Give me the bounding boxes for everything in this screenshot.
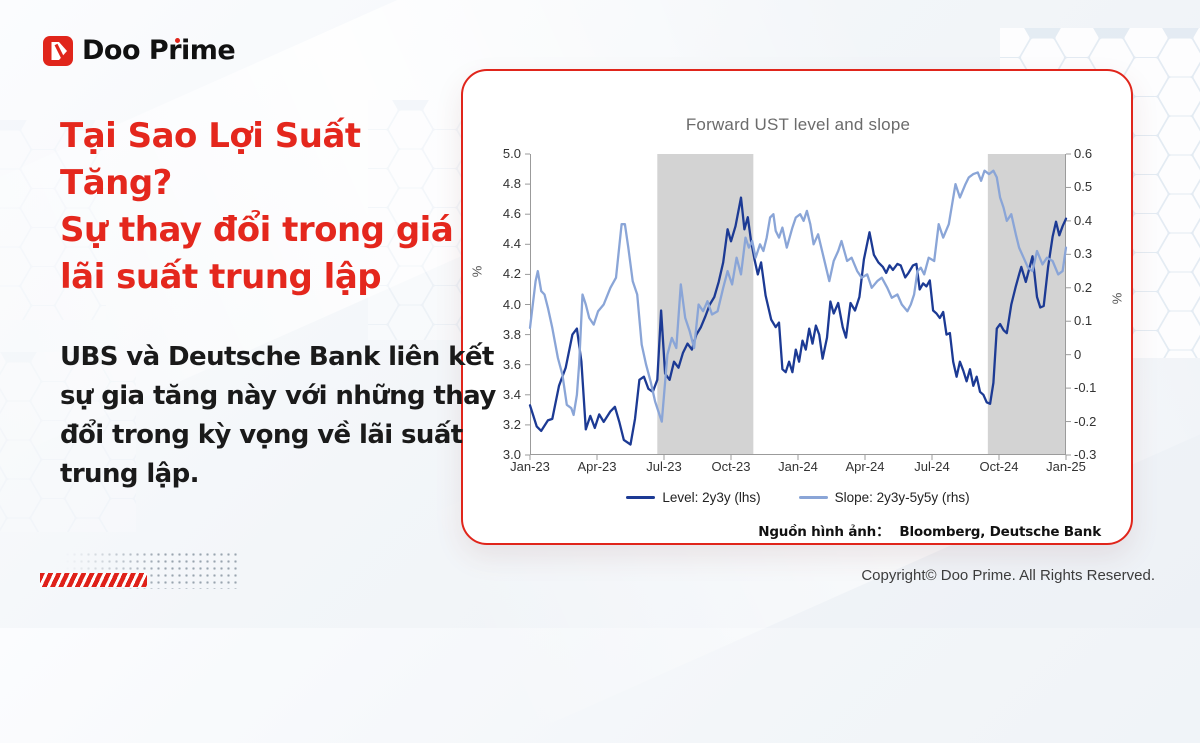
legend-swatch <box>626 496 656 499</box>
y-tick-label: -0.1 <box>1074 380 1097 396</box>
headline: Tại Sao Lợi Suất Tăng? Sự thay đổi trong… <box>60 113 480 301</box>
legend-item-level: Level: 2y3y (lhs) <box>626 490 761 505</box>
x-axis-tick-labels: Jan-23 Apr-23 Jul-23 Oct-23 Jan-24 Apr-24 Jul-… <box>510 459 1086 479</box>
y-tick-label: 0.3 <box>1074 246 1093 262</box>
y-tick-label: 0 <box>1074 346 1082 362</box>
headline-line-2: Sự thay đổi trong giá lãi suất trung lập <box>60 210 454 297</box>
chart-legend: Level: 2y3y (lhs) Slope: 2y3y-5y5y (rhs) <box>530 490 1066 505</box>
legend-swatch <box>798 496 828 499</box>
source-value: Bloomberg, Deutsche Bank <box>899 524 1101 540</box>
legend-label: Slope: 2y3y-5y5y (rhs) <box>834 490 970 505</box>
y-tick-label: 0.5 <box>1074 179 1093 195</box>
y-tick-label: 0.2 <box>1074 279 1093 295</box>
y-axis-right-tick-labels: 0.6 0.5 0.4 0.3 0.2 0.1 0 -0.1 -0.2 -0.3 <box>1074 146 1118 462</box>
chart-plot-area <box>525 153 1071 460</box>
logo-text: Doo Prime <box>82 34 236 66</box>
copyright-text: Copyright© Doo Prime. All Rights Reserve… <box>861 567 1155 584</box>
honeycomb-decoration-bottom-left <box>0 352 136 532</box>
x-tick-label: Jan-24 <box>778 459 818 474</box>
y-tick-label: 5.0 <box>502 146 521 161</box>
x-tick-label: Jan-25 <box>1046 459 1086 474</box>
legend-label: Level: 2y3y (lhs) <box>662 490 761 505</box>
x-tick-label: Apr-24 <box>845 459 885 474</box>
y-tick-label: 4.8 <box>502 176 521 192</box>
source-label: Nguồn hình ảnh： <box>758 524 890 540</box>
doo-prime-logo-icon <box>43 36 73 66</box>
y-tick-label: 4.4 <box>502 236 521 252</box>
y-tick-label: -0.2 <box>1074 413 1097 429</box>
x-tick-label: Jul-23 <box>646 459 682 474</box>
source-credit: Nguồn hình ảnh： Bloomberg, Deutsche Bank <box>758 520 1101 540</box>
y-tick-label: 0.6 <box>1074 146 1093 161</box>
x-tick-label: Apr-23 <box>577 459 617 474</box>
chart-card: Forward UST level and slope % % 5.0 4.8 4.… <box>461 69 1133 545</box>
body-text: UBS và Deutsche Bank liên kết sự gia tăn… <box>60 342 496 489</box>
y-tick-label: 4.2 <box>502 266 521 282</box>
legend-item-slope: Slope: 2y3y-5y5y (rhs) <box>798 490 970 505</box>
honeycomb-decoration-far-left <box>0 120 106 320</box>
x-tick-label: Oct-24 <box>979 459 1019 474</box>
y-tick-label: 4.6 <box>502 206 521 222</box>
y-tick-label: 0.1 <box>1074 313 1093 329</box>
chart-title: Forward UST level and slope <box>685 115 911 134</box>
red-stripe-decoration <box>40 573 147 587</box>
y-tick-label: 0.4 <box>1074 212 1093 228</box>
x-tick-label: Oct-23 <box>711 459 751 474</box>
doo-prime-logo: Doo Prime <box>43 34 236 66</box>
headline-line-1: Tại Sao Lợi Suất Tăng? <box>60 116 361 203</box>
x-tick-label: Jul-24 <box>914 459 950 474</box>
y-tick-label: 4.0 <box>502 296 521 312</box>
logo-red-dot <box>175 38 180 43</box>
